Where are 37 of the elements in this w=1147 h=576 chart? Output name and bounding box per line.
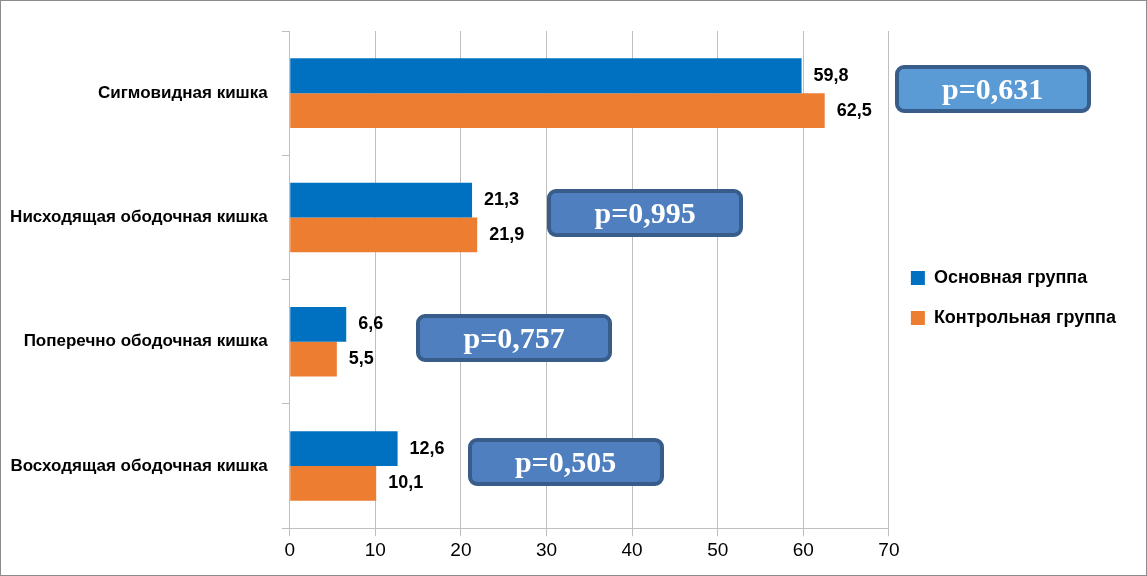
data-label: 12,6 (409, 437, 445, 458)
x-tick-label: 20 (450, 538, 472, 560)
bar (290, 93, 825, 128)
x-tick-label: 40 (621, 538, 643, 560)
data-label: 21,3 (484, 189, 520, 210)
y-tick-label: Восходящая ободочная кишка (10, 455, 269, 475)
x-tick-label: 70 (878, 538, 900, 560)
bar (290, 431, 398, 467)
x-tick-label: 0 (284, 538, 296, 560)
data-label: 62,5 (836, 99, 872, 120)
bar (290, 182, 473, 218)
legend-label: Контрольная группа (933, 306, 1117, 327)
y-tick-label: Нисходящая ободочная кишка (10, 207, 269, 227)
bar (290, 341, 337, 377)
bar (290, 306, 347, 342)
x-tick-label: 30 (535, 538, 558, 560)
x-tick-label: 60 (792, 538, 814, 560)
annotation: p=0,505 (514, 445, 617, 480)
data-label: 21,9 (489, 223, 525, 244)
annotation: p=0,757 (463, 320, 565, 355)
data-label: 5,5 (348, 348, 374, 369)
legend-label: Основная группа (933, 266, 1089, 287)
label-box: p=0,631 (894, 65, 1091, 114)
data-label: 10,1 (388, 472, 424, 493)
bar (290, 217, 478, 253)
label-box: p=0,995 (547, 189, 744, 238)
y-tick-label: Поперечно ободочная кишка (23, 331, 269, 351)
label-box: p=0,505 (467, 438, 664, 487)
data-label: 59,8 (813, 64, 849, 85)
label-box: p=0,757 (416, 313, 613, 362)
data-label: 6,6 (358, 313, 384, 334)
x-tick-label: 50 (707, 538, 729, 560)
bar (290, 58, 802, 94)
annotation: p=0,995 (594, 196, 696, 231)
x-tick-label: 10 (364, 538, 386, 560)
bar (290, 466, 377, 501)
y-tick-label: Сигмовидная кишка (98, 82, 269, 102)
